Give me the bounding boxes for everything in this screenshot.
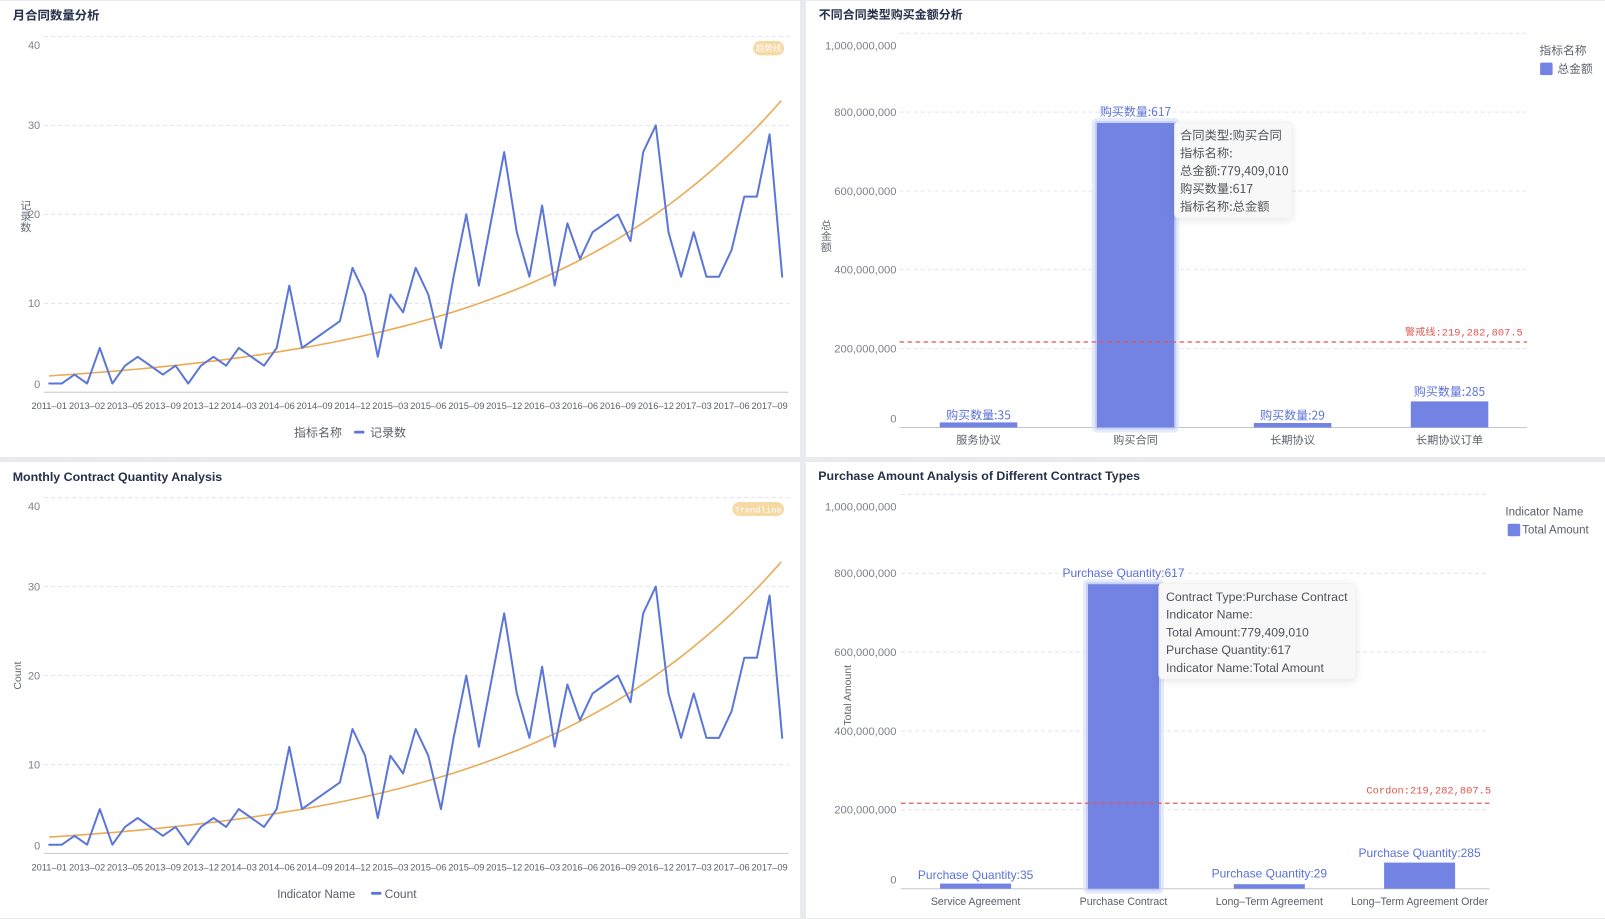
svg-text:2013–05: 2013–05 <box>107 401 143 411</box>
svg-text:2013–09: 2013–09 <box>145 862 181 872</box>
svg-text:Total Amount: Total Amount <box>1522 525 1589 537</box>
svg-text:2015–12: 2015–12 <box>486 401 522 411</box>
svg-text:2015–12: 2015–12 <box>486 862 522 872</box>
svg-text:2017–03: 2017–03 <box>676 862 712 872</box>
svg-text:800,000,000: 800,000,000 <box>834 107 896 119</box>
svg-text:2016–09: 2016–09 <box>600 401 636 411</box>
svg-text:2011–01: 2011–01 <box>31 862 67 872</box>
svg-text:2014–06: 2014–06 <box>259 401 295 411</box>
svg-text:1,000,000,000: 1,000,000,000 <box>825 502 897 514</box>
svg-text:10: 10 <box>28 298 40 310</box>
svg-text:600,000,000: 600,000,000 <box>834 647 896 659</box>
svg-text:2017–09: 2017–09 <box>751 862 787 872</box>
svg-text:2015–03: 2015–03 <box>372 862 408 872</box>
svg-text:20: 20 <box>28 209 40 221</box>
svg-text::219,282,807.5: :219,282,807.5 <box>1436 327 1523 339</box>
svg-text:2013–02: 2013–02 <box>69 862 105 872</box>
svg-text:2015–09: 2015–09 <box>448 862 484 872</box>
svg-text:0: 0 <box>890 413 896 425</box>
svg-text:1,000,000,000: 1,000,000,000 <box>825 40 897 52</box>
svg-text:Indicator Name:Total Amount: Indicator Name:Total Amount <box>1166 661 1324 675</box>
svg-text:Purchase Amount Analysis of Di: Purchase Amount Analysis of Different Co… <box>818 469 1140 483</box>
svg-text:Long–Term Agreement Order: Long–Term Agreement Order <box>1351 896 1489 908</box>
svg-text:30: 30 <box>28 581 40 593</box>
svg-text:2015–06: 2015–06 <box>410 401 446 411</box>
svg-text:400,000,000: 400,000,000 <box>834 265 896 277</box>
svg-text:Count: Count <box>385 887 418 901</box>
svg-text:Indicator Name:: Indicator Name: <box>1166 608 1253 622</box>
svg-text:200,000,000: 200,000,000 <box>834 343 896 355</box>
svg-text:2017–06: 2017–06 <box>713 401 749 411</box>
svg-text:2015–09: 2015–09 <box>448 401 484 411</box>
svg-text:200,000,000: 200,000,000 <box>834 805 896 817</box>
svg-text:Total Amount: Total Amount <box>842 665 854 726</box>
svg-text:2016–06: 2016–06 <box>562 401 598 411</box>
svg-text:Purchase Quantity:617: Purchase Quantity:617 <box>1062 566 1184 580</box>
svg-text:Purchase Contract: Purchase Contract <box>1080 896 1168 908</box>
svg-text:2013–12: 2013–12 <box>183 862 219 872</box>
svg-text:Purchase Quantity:617: Purchase Quantity:617 <box>1166 643 1291 657</box>
svg-text:Indicator Name: Indicator Name <box>277 889 355 901</box>
svg-text:0: 0 <box>890 875 896 887</box>
svg-text:2016–12: 2016–12 <box>638 862 674 872</box>
svg-text:Purchase Quantity:285: Purchase Quantity:285 <box>1359 846 1481 860</box>
svg-text:2013–05: 2013–05 <box>107 862 143 872</box>
svg-text:2016–12: 2016–12 <box>638 401 674 411</box>
svg-text:Long–Term Agreement: Long–Term Agreement <box>1216 896 1323 908</box>
svg-text:2015–03: 2015–03 <box>372 401 408 411</box>
svg-text:Indicator Name: Indicator Name <box>1505 507 1583 519</box>
svg-text:Cordon:219,282,807.5: Cordon:219,282,807.5 <box>1366 785 1491 797</box>
svg-text:2013–09: 2013–09 <box>145 401 181 411</box>
svg-text:30: 30 <box>28 120 40 132</box>
svg-text:Trendline: Trendline <box>735 506 782 516</box>
svg-text:2014–12: 2014–12 <box>334 862 370 872</box>
svg-text:Purchase Quantity:35: Purchase Quantity:35 <box>918 868 1034 882</box>
svg-text:2017–06: 2017–06 <box>713 862 749 872</box>
svg-text:2014–03: 2014–03 <box>221 862 257 872</box>
svg-text:2017–09: 2017–09 <box>751 401 787 411</box>
svg-text:800,000,000: 800,000,000 <box>834 568 896 580</box>
svg-text:2014–06: 2014–06 <box>259 862 295 872</box>
svg-text:2014–03: 2014–03 <box>221 401 257 411</box>
svg-text:2013–02: 2013–02 <box>69 401 105 411</box>
svg-text:Purchase Quantity:29: Purchase Quantity:29 <box>1212 866 1328 880</box>
svg-text:2016–03: 2016–03 <box>524 862 560 872</box>
svg-text:Count: Count <box>12 662 24 690</box>
svg-text:2016–09: 2016–09 <box>600 862 636 872</box>
svg-text:Contract Type:Purchase Contrac: Contract Type:Purchase Contract <box>1166 590 1348 604</box>
svg-text:Monthly Contract Quantity Anal: Monthly Contract Quantity Analysis <box>13 470 223 484</box>
svg-text:10: 10 <box>28 759 40 771</box>
svg-text:0: 0 <box>34 379 40 391</box>
svg-text:2014–12: 2014–12 <box>334 401 370 411</box>
svg-text:2011–01: 2011–01 <box>31 401 67 411</box>
svg-text:2016–03: 2016–03 <box>524 401 560 411</box>
svg-text:2015–06: 2015–06 <box>410 862 446 872</box>
svg-text:Total Amount:779,409,010: Total Amount:779,409,010 <box>1166 625 1309 639</box>
svg-text:2013–12: 2013–12 <box>183 401 219 411</box>
svg-text:400,000,000: 400,000,000 <box>834 726 896 738</box>
svg-text:40: 40 <box>28 40 40 52</box>
svg-text:2014–09: 2014–09 <box>296 401 332 411</box>
svg-text:2016–06: 2016–06 <box>562 862 598 872</box>
svg-text:Service Agreement: Service Agreement <box>931 896 1021 908</box>
svg-text:20: 20 <box>28 670 40 682</box>
svg-text:600,000,000: 600,000,000 <box>834 186 896 198</box>
svg-text:40: 40 <box>28 501 40 513</box>
svg-text:2014–09: 2014–09 <box>296 862 332 872</box>
svg-text:2017–03: 2017–03 <box>676 401 712 411</box>
svg-text:0: 0 <box>34 840 40 852</box>
